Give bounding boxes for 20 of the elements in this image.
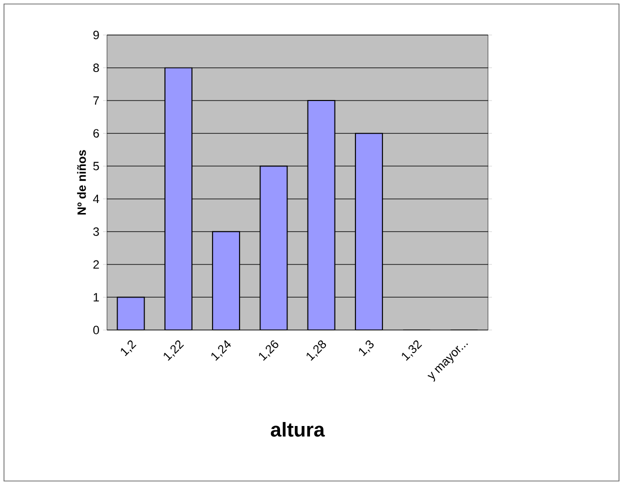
bar bbox=[260, 166, 288, 330]
y-tick-label: 1 bbox=[94, 293, 99, 302]
y-tick-label: 6 bbox=[93, 129, 99, 138]
y-tick-label: 8 bbox=[93, 64, 99, 72]
y-tick-label: 9 bbox=[93, 30, 99, 40]
bar bbox=[355, 133, 382, 330]
y-tick-label: 2 bbox=[93, 260, 99, 269]
bar bbox=[308, 100, 335, 330]
bar bbox=[212, 232, 240, 330]
bar bbox=[164, 68, 192, 330]
x-tick-label: 1,2 bbox=[120, 340, 136, 356]
bar bbox=[117, 297, 144, 330]
y-axis-title: Nº de niños bbox=[77, 150, 86, 215]
y-tick-label: 3 bbox=[93, 227, 99, 236]
y-tick-label: 5 bbox=[93, 162, 99, 170]
x-axis-title: altura bbox=[270, 422, 325, 437]
y-tick-label: 4 bbox=[93, 194, 100, 204]
x-tick-label: 1,3 bbox=[358, 340, 374, 356]
y-tick-label: 0 bbox=[93, 326, 100, 334]
y-tick-label: 7 bbox=[93, 96, 99, 105]
